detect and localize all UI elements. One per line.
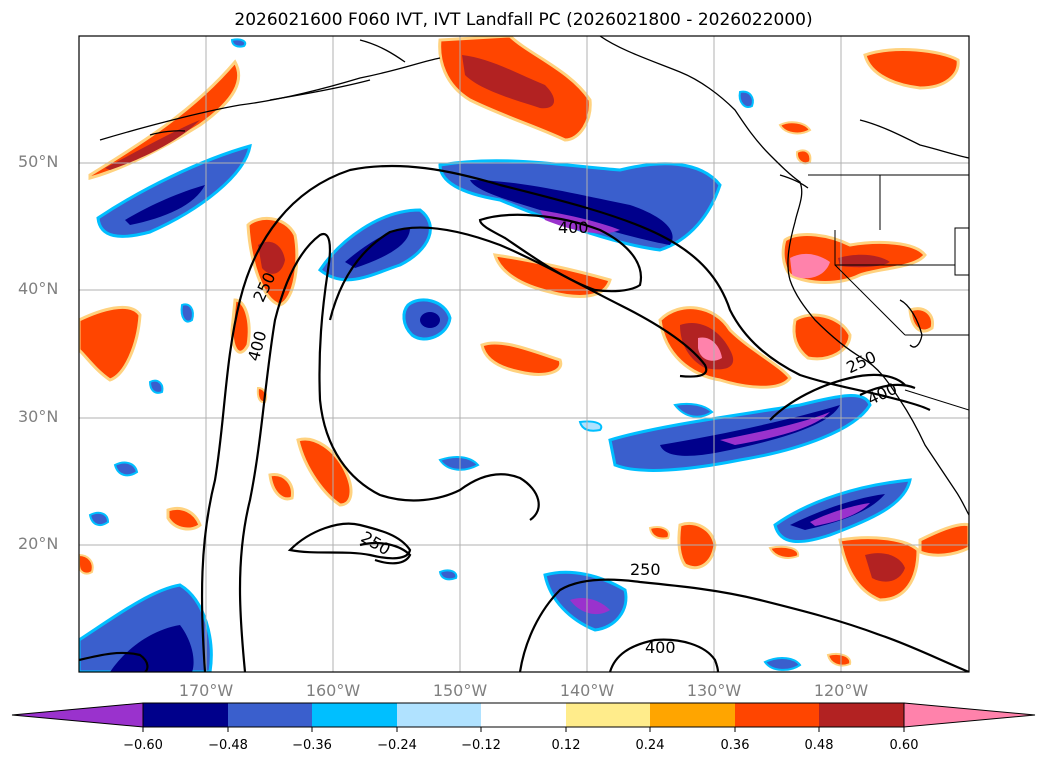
colorbar-segment [312,703,397,727]
colorbar-segment [228,703,312,727]
lon-label: 130°W [686,681,742,700]
colorbar-tick-label: 0.48 [804,738,834,753]
contour-label: 400 [864,379,900,409]
colorbar-tick-label: −0.24 [377,738,417,753]
colorbar [11,702,1036,732]
contour-400-arc [328,226,708,378]
contour-label: 400 [645,638,676,657]
colorbar-tick-label: 0.12 [551,738,581,753]
contour-400-main [238,232,540,672]
colorbar-segment [397,703,481,727]
contour-label: 400 [558,218,589,237]
lat-label: 20°N [18,534,59,553]
map-frame [78,35,970,673]
colorbar-tick-label: 0.36 [720,738,750,753]
lon-label: 160°W [305,681,361,700]
lat-label: 50°N [18,152,59,171]
borders [808,174,969,411]
ivt-contours [79,164,969,672]
colorbar-tick-label: −0.12 [461,738,501,753]
negative-pc-areas [79,38,912,672]
contour-250-coast [769,373,906,421]
positive-pc-areas [79,36,969,667]
contour-label: 250 [843,347,879,377]
contour-250-bottom [518,578,969,672]
pos-blob-nw [88,59,241,180]
map-content: 250 400 400 250 400 250 400 250 [79,36,969,672]
contour-250-south [287,522,412,560]
gridlines [79,36,969,672]
pos-blob-south-west [296,437,353,507]
lat-label: 30°N [18,407,59,426]
contour-400-bottom [608,638,720,672]
colorbar-tick-label: −0.48 [208,738,248,753]
pos-blob-west-edge [79,305,142,382]
contour-400-coast [859,383,916,396]
colorbar-tick-label: −0.60 [123,738,163,753]
colorbar-tick-label: 0.24 [635,738,665,753]
lon-label: 150°W [432,681,488,700]
colorbar-segment [650,703,735,727]
contour-250-main [200,164,931,672]
colorbar-segment [735,703,819,727]
colorbar-segment [819,703,904,727]
lon-label: 140°W [559,681,615,700]
lon-label: 170°W [178,681,234,700]
colorbar-extend-left [11,702,144,728]
colorbar-segment [143,703,228,727]
colorbar-segment [481,703,566,727]
contour-label: 250 [630,560,661,579]
colorbar-extend-right [903,702,1036,728]
colorbar-segment [566,703,650,727]
colorbar-tick-label: −0.36 [292,738,332,753]
contour-400-eye [478,213,643,293]
pos-blob-ne [863,48,960,90]
lat-label: 40°N [18,279,59,298]
lon-label: 120°W [813,681,869,700]
colorbar-tick-label: 0.60 [889,738,919,753]
map-title: 2026021600 F060 IVT, IVT Landfall PC (20… [234,10,813,30]
